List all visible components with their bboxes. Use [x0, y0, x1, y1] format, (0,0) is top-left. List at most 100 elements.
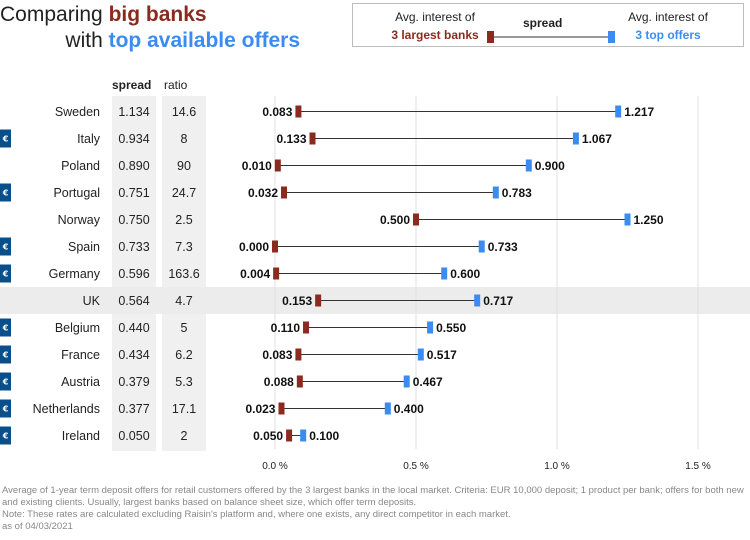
- high-value-label: 1.067: [582, 132, 612, 146]
- low-marker: [295, 105, 302, 118]
- low-marker: [295, 348, 302, 361]
- country-label: Belgium: [55, 321, 100, 335]
- ratio-column-header: ratio: [164, 78, 188, 92]
- low-value-label: 0.004: [240, 267, 270, 281]
- legend-spread-label: spread: [523, 16, 563, 30]
- euro-icon: €: [2, 432, 9, 441]
- high-value-label: 0.717: [483, 294, 513, 308]
- low-value-label: 0.500: [380, 213, 410, 227]
- low-marker: [286, 429, 293, 442]
- country-label: Spain: [68, 240, 100, 254]
- spread-value: 0.564: [118, 294, 149, 308]
- high-value-label: 0.100: [309, 429, 339, 443]
- high-marker: [441, 267, 448, 280]
- low-marker: [296, 375, 303, 388]
- high-marker: [417, 348, 424, 361]
- high-marker: [384, 402, 391, 415]
- spread-value: 0.434: [118, 348, 149, 362]
- low-marker: [274, 159, 281, 172]
- euro-badge: [0, 264, 11, 283]
- high-marker: [403, 375, 410, 388]
- high-value-label: 0.550: [436, 321, 466, 335]
- x-tick-label: 0.0 %: [262, 461, 288, 472]
- legend-dumbbell: [487, 31, 615, 43]
- title-line2-prefix: with: [65, 29, 109, 52]
- spread-value: 0.751: [118, 186, 149, 200]
- euro-badge: [0, 318, 11, 337]
- high-marker: [474, 294, 481, 307]
- euro-badge: [0, 129, 11, 148]
- legend-right-line2: 3 top offers: [635, 28, 701, 42]
- low-value-label: 0.023: [245, 402, 275, 416]
- ratio-value: 8: [181, 132, 188, 146]
- low-marker: [303, 321, 310, 334]
- country-label: UK: [83, 294, 101, 308]
- high-value-label: 0.783: [502, 186, 532, 200]
- high-value-label: 0.400: [394, 402, 424, 416]
- legend-right-line1: Avg. interest of: [628, 10, 708, 24]
- country-label: Netherlands: [33, 402, 100, 416]
- euro-icon: €: [2, 189, 9, 198]
- high-marker: [525, 159, 532, 172]
- title-line2-highlight: top available offers: [108, 29, 300, 52]
- euro-badge: [0, 345, 11, 364]
- ratio-value: 14.6: [172, 105, 196, 119]
- country-label: Norway: [58, 213, 101, 227]
- spread-value: 1.134: [118, 105, 149, 119]
- low-value-label: 0.000: [239, 240, 269, 254]
- low-marker: [309, 132, 316, 145]
- spread-value: 0.750: [118, 213, 149, 227]
- high-value-label: 0.600: [450, 267, 480, 281]
- high-marker: [492, 186, 499, 199]
- low-value-label: 0.088: [264, 375, 294, 389]
- country-label: Poland: [61, 159, 100, 173]
- ratio-value: 5: [181, 321, 188, 335]
- ratio-value: 4.7: [175, 294, 192, 308]
- ratio-value: 24.7: [172, 186, 196, 200]
- legend-left-line2: 3 largest banks: [391, 28, 479, 42]
- low-value-label: 0.133: [276, 132, 306, 146]
- spread-value: 0.596: [118, 267, 149, 281]
- spread-value: 0.440: [118, 321, 149, 335]
- country-label: France: [61, 348, 100, 362]
- spread-value: 0.890: [118, 159, 149, 173]
- high-value-label: 0.517: [427, 348, 457, 362]
- country-label: Ireland: [62, 429, 100, 443]
- high-marker: [427, 321, 434, 334]
- country-label: Portugal: [53, 186, 100, 200]
- footnote-line2: Note: These rates are calculated excludi…: [2, 509, 511, 520]
- low-marker: [281, 186, 288, 199]
- legend-right: Avg. interest of 3 top offers: [603, 10, 733, 42]
- high-value-label: 1.250: [634, 213, 664, 227]
- ratio-value: 90: [177, 159, 191, 173]
- footnote: Average of 1-year term deposit offers fo…: [2, 485, 747, 533]
- ratio-value: 163.6: [168, 267, 199, 281]
- legend-high-marker: [608, 31, 615, 43]
- euro-icon: €: [2, 378, 9, 387]
- spread-value: 0.934: [118, 132, 149, 146]
- x-tick-label: 0.5 %: [403, 461, 429, 472]
- legend-left: Avg. interest of 3 largest banks: [365, 10, 505, 42]
- low-value-label: 0.083: [262, 348, 292, 362]
- low-value-label: 0.153: [282, 294, 312, 308]
- high-value-label: 1.217: [624, 105, 654, 119]
- country-label: Italy: [77, 132, 101, 146]
- spread-column-header: spread: [112, 78, 151, 92]
- spread-value: 0.733: [118, 240, 149, 254]
- ratio-value: 2: [181, 429, 188, 443]
- euro-badge: [0, 183, 11, 202]
- low-marker: [413, 213, 419, 226]
- euro-icon: €: [2, 135, 9, 144]
- euro-badge: [0, 372, 11, 391]
- euro-badge: [0, 426, 11, 445]
- high-value-label: 0.733: [488, 240, 518, 254]
- legend-left-line1: Avg. interest of: [395, 10, 475, 24]
- title-line1-highlight: big banks: [108, 3, 207, 26]
- spread-value: 0.050: [118, 429, 149, 443]
- low-value-label: 0.050: [253, 429, 283, 443]
- euro-icon: €: [2, 270, 9, 279]
- low-value-label: 0.110: [271, 321, 301, 335]
- title-line1-prefix: Comparing: [0, 3, 109, 26]
- ratio-value: 2.5: [175, 213, 192, 227]
- footnote-line1: Average of 1-year term deposit offers fo…: [2, 485, 744, 508]
